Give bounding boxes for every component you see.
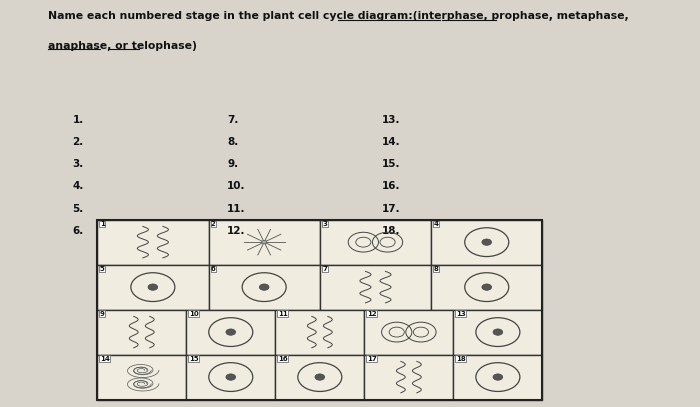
Bar [431,265,542,310]
Circle shape [226,374,236,380]
Bar [97,310,186,354]
Circle shape [493,374,503,380]
Text: 4.: 4. [73,181,84,191]
Bar [364,354,454,400]
Text: 1.: 1. [73,115,84,125]
Text: 11: 11 [278,311,288,317]
Bar [97,265,209,310]
Text: 1: 1 [99,221,104,227]
Circle shape [493,329,503,335]
Text: 12: 12 [367,311,377,317]
Text: 12.: 12. [227,226,246,236]
Circle shape [262,241,267,244]
Text: 6.: 6. [73,226,84,236]
Text: 16.: 16. [382,181,400,191]
Bar [186,310,275,354]
Text: 15.: 15. [382,159,400,169]
Bar [209,265,320,310]
Bar [320,220,431,265]
Bar [275,354,364,400]
Bar [97,354,186,400]
Text: 15: 15 [189,356,198,362]
Text: 14.: 14. [382,137,400,147]
Circle shape [482,284,491,290]
Text: 16: 16 [278,356,288,362]
Text: 13.: 13. [382,115,400,125]
Text: 3.: 3. [73,159,84,169]
Text: 5.: 5. [73,204,84,214]
Bar [364,310,454,354]
Text: 13: 13 [456,311,466,317]
Text: 8.: 8. [227,137,238,147]
Text: 2.: 2. [73,137,84,147]
Text: 5: 5 [99,266,104,272]
Text: 3: 3 [322,221,327,227]
Text: anaphase, or telophase): anaphase, or telophase) [48,41,197,51]
Circle shape [226,329,236,335]
Text: 2: 2 [211,221,216,227]
Text: 11.: 11. [227,204,246,214]
Circle shape [259,284,269,290]
Bar [209,220,320,265]
Text: 17: 17 [367,356,377,362]
Text: Name each numbered stage in the plant cell cycle diagram:(interphase, prophase, : Name each numbered stage in the plant ce… [48,11,629,22]
Text: 14: 14 [99,356,110,362]
Text: 18.: 18. [382,226,400,236]
Bar [97,220,209,265]
Bar [454,354,542,400]
Text: 17.: 17. [382,204,400,214]
Bar [275,310,364,354]
Text: 7: 7 [322,266,327,272]
Text: 8: 8 [433,266,438,272]
Text: 4: 4 [433,221,439,227]
Text: 10.: 10. [227,181,246,191]
Text: 6: 6 [211,266,216,272]
Bar [97,220,542,400]
Circle shape [482,239,491,245]
Bar [186,354,275,400]
Text: 9.: 9. [227,159,238,169]
Circle shape [315,374,325,380]
Bar [320,265,431,310]
Text: 10: 10 [189,311,199,317]
Bar [454,310,542,354]
Text: 7.: 7. [227,115,239,125]
Bar [431,220,542,265]
Text: 18: 18 [456,356,466,362]
Text: 9: 9 [99,311,104,317]
Circle shape [148,284,158,290]
